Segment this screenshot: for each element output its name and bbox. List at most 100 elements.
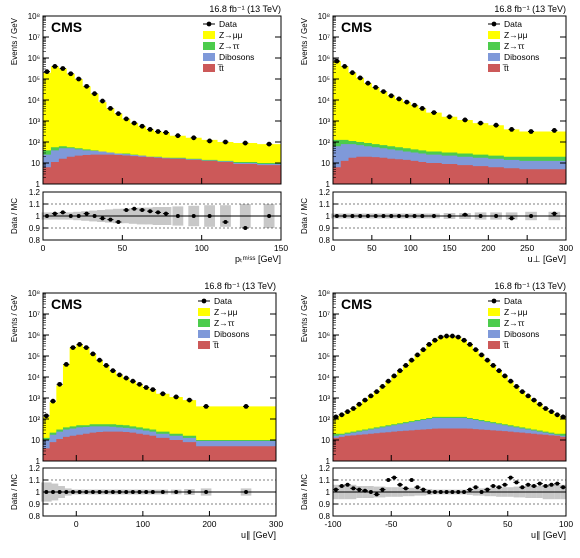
data-point [490, 363, 496, 368]
ratio-point [76, 214, 81, 218]
xtick-label: -100 [324, 519, 341, 529]
ratio-point [52, 211, 57, 216]
ratio-point [386, 478, 391, 482]
y-axis-label: Events / GeV [10, 17, 19, 65]
ytick-label: 10³ [318, 394, 330, 403]
lumi-label: 16.8 fb⁻¹ (13 TeV) [494, 4, 566, 14]
ytick-label: 10 [31, 159, 40, 168]
ratio-point [514, 480, 519, 485]
ratio-ytick-label: 1.2 [29, 464, 41, 473]
legend-label: Z→μμ [504, 307, 528, 317]
ytick-label: 10⁷ [318, 33, 330, 42]
data-point [412, 102, 417, 108]
xtick-label: 0 [331, 243, 336, 253]
ytick-label: 10³ [28, 117, 40, 126]
data-point [385, 378, 391, 384]
ratio-point [368, 490, 373, 494]
y-axis-label: Events / GeV [300, 17, 309, 65]
ratio-point [244, 490, 249, 494]
ratio-y-axis-label: Data / MC [300, 198, 309, 234]
data-point [333, 414, 339, 420]
data-point [139, 123, 145, 129]
ratio-point [397, 482, 402, 487]
data-point [484, 357, 490, 363]
legend-swatch [488, 308, 500, 316]
legend-label: t̅t [502, 63, 509, 73]
ytick-label: 10⁸ [318, 289, 330, 298]
ratio-ytick-label: 1.1 [319, 476, 331, 485]
ratio-point [456, 490, 461, 494]
data-point [57, 381, 63, 387]
data-point [143, 385, 149, 390]
data-point [528, 129, 534, 134]
ratio-point [84, 211, 89, 216]
xtick-label: 150 [274, 243, 288, 253]
legend-label: Data [214, 296, 232, 306]
ratio-point [148, 209, 153, 214]
data-point [339, 412, 345, 418]
ytick-label: 10⁴ [318, 96, 331, 105]
legend-swatch [203, 42, 215, 50]
ratio-ytick-label: 1.2 [29, 188, 41, 197]
ratio-point [485, 487, 490, 492]
data-point [60, 66, 66, 71]
ratio-point [526, 482, 531, 487]
x-axis-label: u∥ [GeV] [241, 530, 276, 540]
ratio-ytick-label: 1 [326, 212, 331, 221]
data-point [420, 347, 426, 353]
data-point [50, 398, 56, 404]
ratio-point [380, 487, 385, 492]
legend-swatch [488, 341, 500, 349]
ratio-point [97, 490, 102, 494]
ytick-label: 10⁷ [28, 33, 40, 42]
ratio-point [333, 487, 338, 492]
ytick-label: 10² [318, 138, 330, 147]
ratio-point [77, 490, 82, 494]
xtick-label: 150 [442, 243, 456, 253]
ratio-point [497, 485, 502, 490]
ytick-label: 10⁵ [318, 75, 330, 84]
ytick-label: 10⁸ [28, 289, 40, 298]
legend-marker-data [491, 21, 497, 27]
lumi-label: 16.8 fb⁻¹ (13 TeV) [204, 281, 276, 291]
ratio-point [163, 211, 168, 216]
xtick-label: 100 [559, 519, 573, 529]
ytick-label: 1 [326, 180, 331, 189]
ratio-point [68, 214, 73, 218]
xtick-label: 100 [136, 519, 150, 529]
ratio-point [552, 211, 557, 216]
data-point [68, 71, 74, 77]
legend-label: Data [219, 19, 237, 29]
xtick-label: 100 [404, 243, 418, 253]
data-point [242, 140, 248, 146]
legend-label: Z→ττ [504, 41, 525, 51]
legend-label: t̅t [212, 340, 219, 350]
ytick-label: 10⁸ [318, 12, 330, 21]
data-point [374, 389, 380, 395]
ratio-point [543, 484, 548, 488]
ratio-point [124, 490, 129, 494]
data-point [350, 406, 356, 411]
ratio-point [110, 490, 115, 494]
ratio-point [60, 210, 65, 215]
cms-label: CMS [51, 19, 82, 35]
data-point [70, 345, 76, 350]
x-axis-label: pₜᵐⁱˢˢ [GeV] [235, 254, 281, 264]
data-point [350, 70, 355, 76]
data-point [478, 120, 483, 126]
data-point [462, 117, 468, 123]
legend-label: Z→ττ [214, 318, 235, 328]
legend-swatch [488, 319, 500, 327]
ratio-point [403, 486, 408, 491]
ratio-point [462, 490, 467, 494]
ratio-point [339, 484, 344, 488]
data-point [388, 93, 394, 99]
data-point [76, 76, 82, 82]
data-point [243, 404, 249, 409]
ratio-point [140, 208, 145, 212]
ratio-point [432, 490, 437, 494]
ratio-point [491, 484, 496, 488]
data-point [163, 130, 169, 135]
